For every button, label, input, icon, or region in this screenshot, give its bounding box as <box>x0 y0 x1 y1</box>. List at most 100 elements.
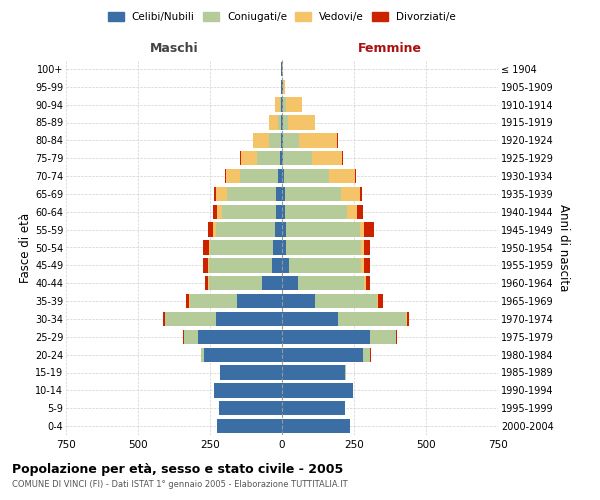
Text: Femmine: Femmine <box>358 42 422 54</box>
Bar <box>269 133 281 148</box>
Bar <box>238 294 282 308</box>
Bar <box>361 240 364 254</box>
Bar <box>214 187 216 201</box>
Bar <box>280 151 282 166</box>
Bar <box>275 98 280 112</box>
Bar <box>378 294 383 308</box>
Bar <box>282 133 283 148</box>
Bar <box>281 98 282 112</box>
Bar <box>217 204 223 219</box>
Bar <box>278 116 281 130</box>
Bar <box>163 312 165 326</box>
Bar <box>203 258 208 272</box>
Bar <box>282 116 283 130</box>
Bar <box>227 187 276 201</box>
Bar <box>281 133 282 148</box>
Bar <box>278 169 282 183</box>
Bar <box>286 98 302 112</box>
Bar <box>225 169 226 183</box>
Bar <box>184 330 199 344</box>
Bar <box>377 294 378 308</box>
Text: COMUNE DI VINCI (FI) - Dati ISTAT 1° gennaio 2005 - Elaborazione TUTTITALIA.IT: COMUNE DI VINCI (FI) - Dati ISTAT 1° gen… <box>12 480 347 489</box>
Bar <box>280 98 281 112</box>
Bar <box>360 187 362 201</box>
Bar <box>282 222 286 237</box>
Bar <box>282 169 284 183</box>
Bar <box>282 98 283 112</box>
Bar <box>282 383 353 398</box>
Bar <box>396 330 397 344</box>
Bar <box>205 276 208 290</box>
Bar <box>407 312 409 326</box>
Bar <box>358 204 362 219</box>
Bar <box>213 204 217 219</box>
Bar <box>283 98 286 112</box>
Bar <box>241 151 257 166</box>
Bar <box>283 116 288 130</box>
Bar <box>262 276 282 290</box>
Bar <box>329 169 355 183</box>
Bar <box>289 258 361 272</box>
Bar <box>281 116 282 130</box>
Bar <box>216 222 275 237</box>
Bar <box>282 204 286 219</box>
Bar <box>364 258 370 272</box>
Text: Popolazione per età, sesso e stato civile - 2005: Popolazione per età, sesso e stato civil… <box>12 462 343 475</box>
Bar <box>203 240 209 254</box>
Bar <box>282 258 289 272</box>
Bar <box>282 151 283 166</box>
Bar <box>282 330 370 344</box>
Bar <box>275 222 282 237</box>
Bar <box>208 258 209 272</box>
Bar <box>282 294 315 308</box>
Bar <box>288 116 315 130</box>
Bar <box>186 294 189 308</box>
Bar <box>370 330 396 344</box>
Bar <box>355 169 356 183</box>
Bar <box>364 240 370 254</box>
Bar <box>240 169 278 183</box>
Bar <box>298 276 364 290</box>
Bar <box>190 294 238 308</box>
Bar <box>282 312 338 326</box>
Bar <box>274 240 282 254</box>
Bar <box>166 312 216 326</box>
Bar <box>226 169 240 183</box>
Y-axis label: Anni di nascita: Anni di nascita <box>557 204 571 291</box>
Bar <box>209 258 272 272</box>
Bar <box>406 312 407 326</box>
Bar <box>286 240 361 254</box>
Bar <box>286 204 347 219</box>
Bar <box>282 419 350 433</box>
Bar <box>315 294 377 308</box>
Bar <box>282 187 285 201</box>
Bar <box>204 348 282 362</box>
Bar <box>213 222 216 237</box>
Bar <box>284 169 329 183</box>
Bar <box>286 222 360 237</box>
Bar <box>347 204 358 219</box>
Bar <box>220 366 282 380</box>
Y-axis label: Fasce di età: Fasce di età <box>19 212 32 282</box>
Bar <box>361 258 364 272</box>
Bar <box>365 276 370 290</box>
Bar <box>282 276 298 290</box>
Bar <box>216 312 282 326</box>
Bar <box>209 240 210 254</box>
Bar <box>338 312 406 326</box>
Bar <box>299 133 337 148</box>
Bar <box>214 383 282 398</box>
Bar <box>283 151 312 166</box>
Bar <box>283 80 285 94</box>
Bar <box>269 116 278 130</box>
Legend: Celibi/Nubili, Coniugati/e, Vedovi/e, Divorziati/e: Celibi/Nubili, Coniugati/e, Vedovi/e, Di… <box>104 8 460 26</box>
Bar <box>199 330 282 344</box>
Bar <box>223 204 275 219</box>
Bar <box>275 204 282 219</box>
Bar <box>282 401 346 415</box>
Bar <box>364 276 365 290</box>
Bar <box>216 187 227 201</box>
Bar <box>282 366 346 380</box>
Bar <box>282 348 362 362</box>
Bar <box>202 348 204 362</box>
